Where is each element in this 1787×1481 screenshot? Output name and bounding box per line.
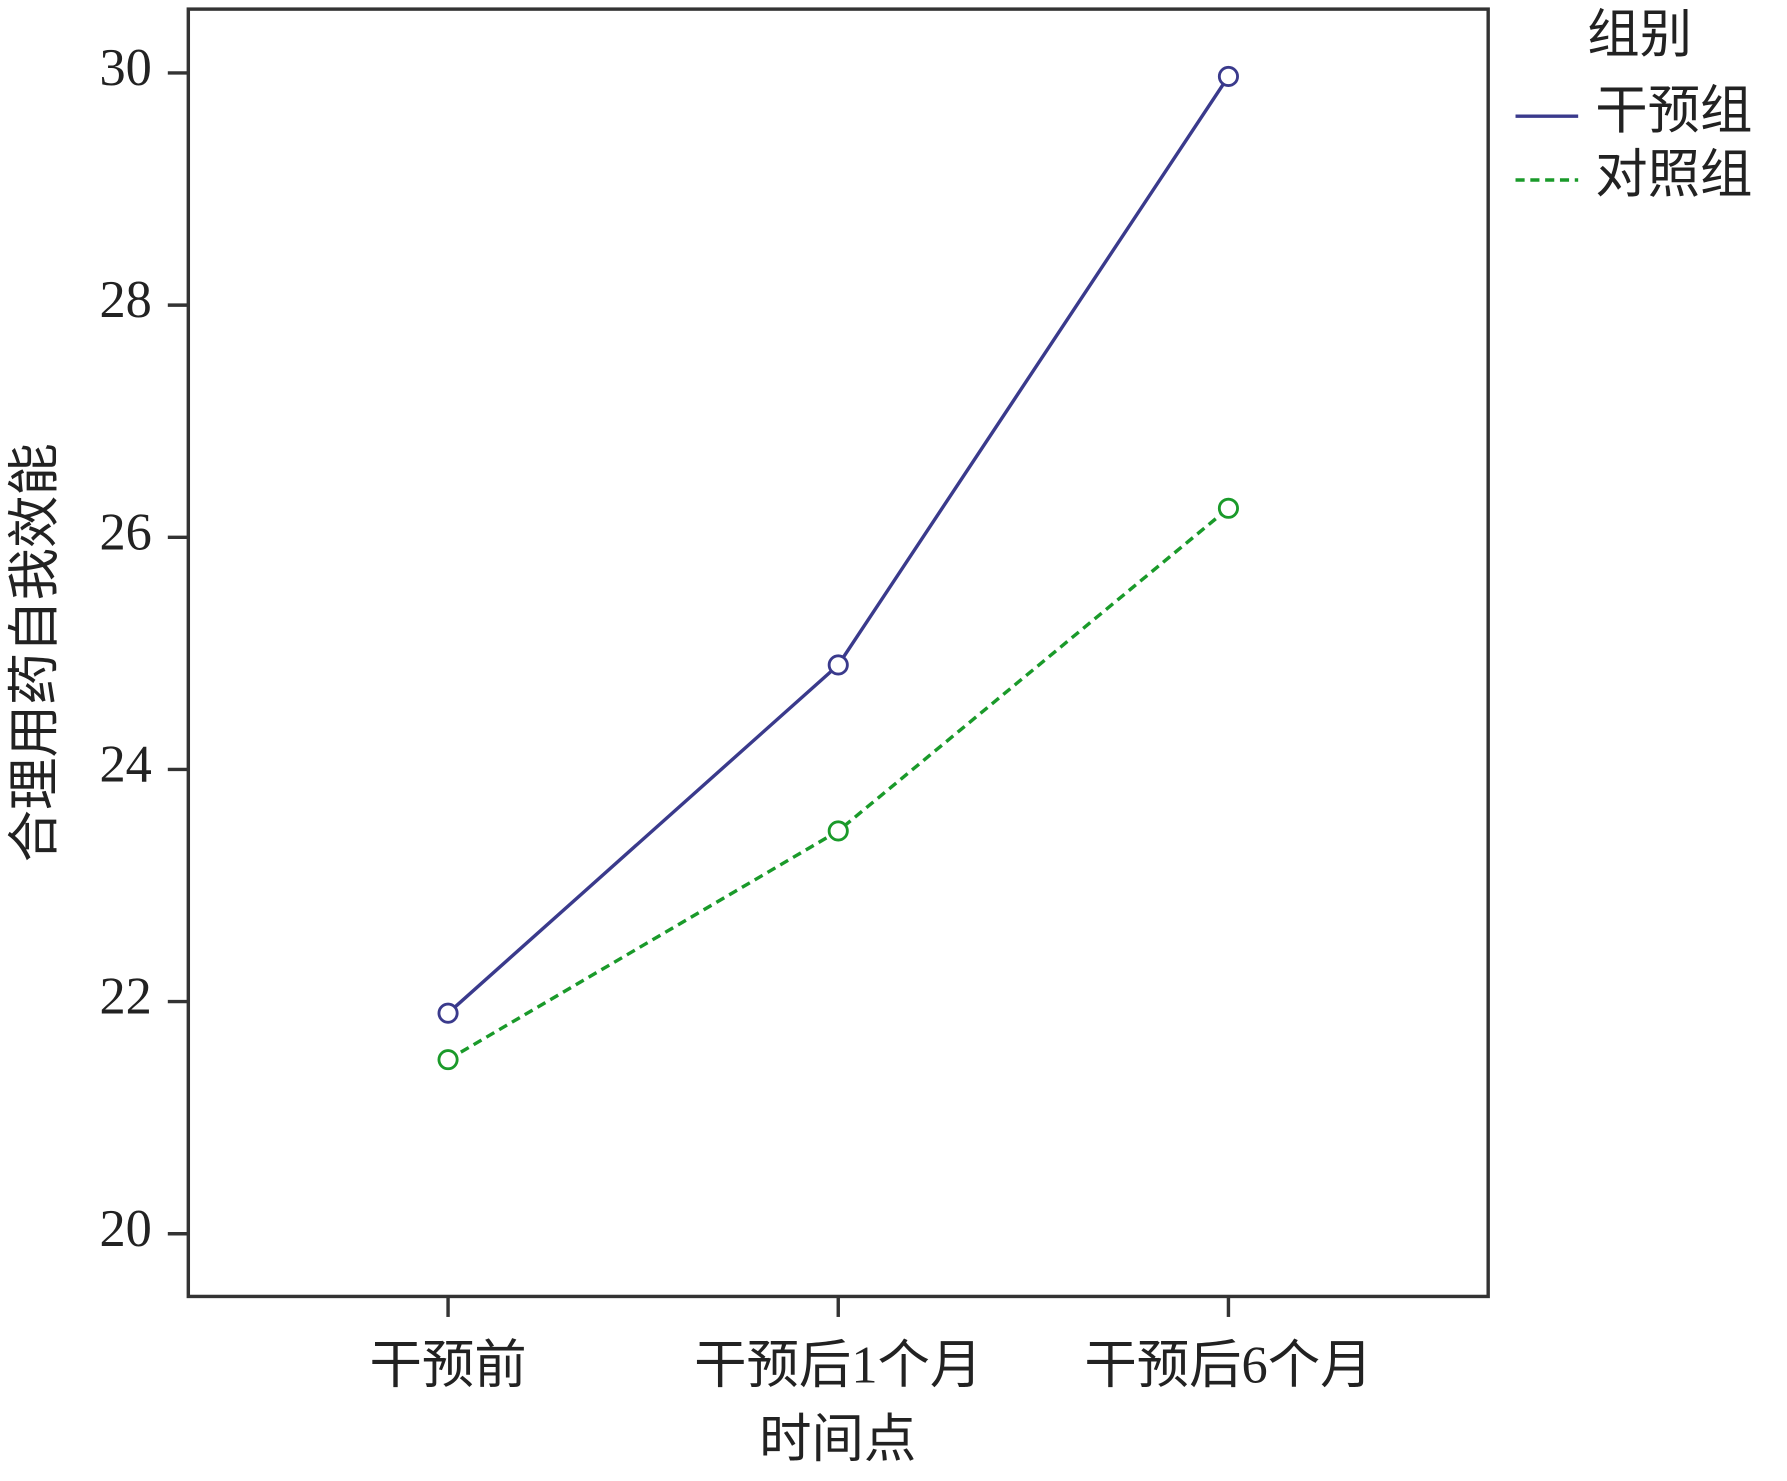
y-tick-label: 28 — [99, 271, 151, 329]
data-point — [1217, 65, 1239, 87]
legend-title: 组别 — [1587, 6, 1692, 64]
data-point — [827, 654, 849, 676]
x-tick-label: 干预前 — [369, 1337, 526, 1395]
data-point — [1217, 497, 1239, 519]
series-line — [447, 506, 1230, 1062]
data-point — [437, 1002, 459, 1024]
x-axis-label: 时间点 — [759, 1411, 916, 1469]
y-tick-label: 24 — [99, 735, 151, 793]
y-tick-label: 30 — [99, 39, 151, 97]
y-tick-label: 20 — [99, 1200, 151, 1258]
plot-frame — [186, 7, 1490, 1299]
legend-label: 干预组 — [1595, 82, 1752, 140]
x-tick-label: 干预后1个月 — [694, 1337, 982, 1395]
data-point — [827, 820, 849, 842]
data-point — [437, 1049, 459, 1071]
legend-label: 对照组 — [1595, 146, 1752, 204]
x-tick-label: 干预后6个月 — [1084, 1337, 1372, 1395]
y-tick-label: 22 — [99, 968, 151, 1026]
y-axis-label: 合理用药自我效能 — [6, 443, 64, 862]
series-line — [446, 75, 1230, 1015]
y-tick-label: 26 — [99, 503, 151, 561]
